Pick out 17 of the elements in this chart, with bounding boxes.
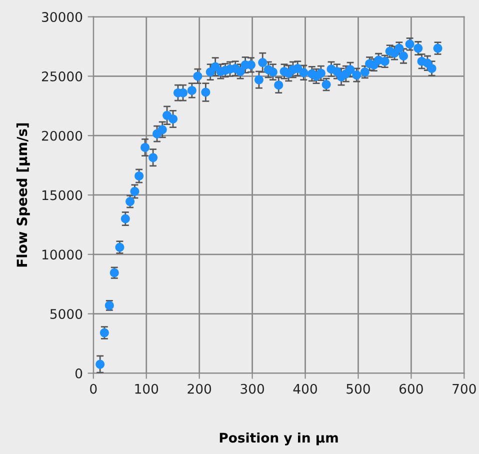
x-tick-label: 400: [293, 384, 317, 394]
y-axis-title: Flow Speed [µm/s]: [16, 123, 30, 267]
x-tick-label: 600: [400, 384, 423, 394]
y-tick-label: 0: [75, 368, 82, 378]
x-tick-label: 0: [90, 384, 97, 394]
x-tick-label: 100: [135, 384, 158, 394]
y-tick-label: 30000: [42, 12, 82, 22]
y-tick-label: 25000: [42, 71, 82, 82]
x-tick-label: 500: [346, 384, 370, 394]
x-tick-label: 700: [452, 384, 476, 394]
x-tick-label: 300: [240, 384, 264, 394]
x-axis-title: Position y in µm: [220, 432, 338, 446]
y-tick-label: 5000: [50, 309, 82, 319]
x-tick-label: 200: [188, 384, 212, 394]
y-tick-label: 20000: [42, 130, 82, 141]
y-tick-label: 15000: [42, 190, 82, 200]
y-tick-label: 10000: [42, 250, 82, 260]
